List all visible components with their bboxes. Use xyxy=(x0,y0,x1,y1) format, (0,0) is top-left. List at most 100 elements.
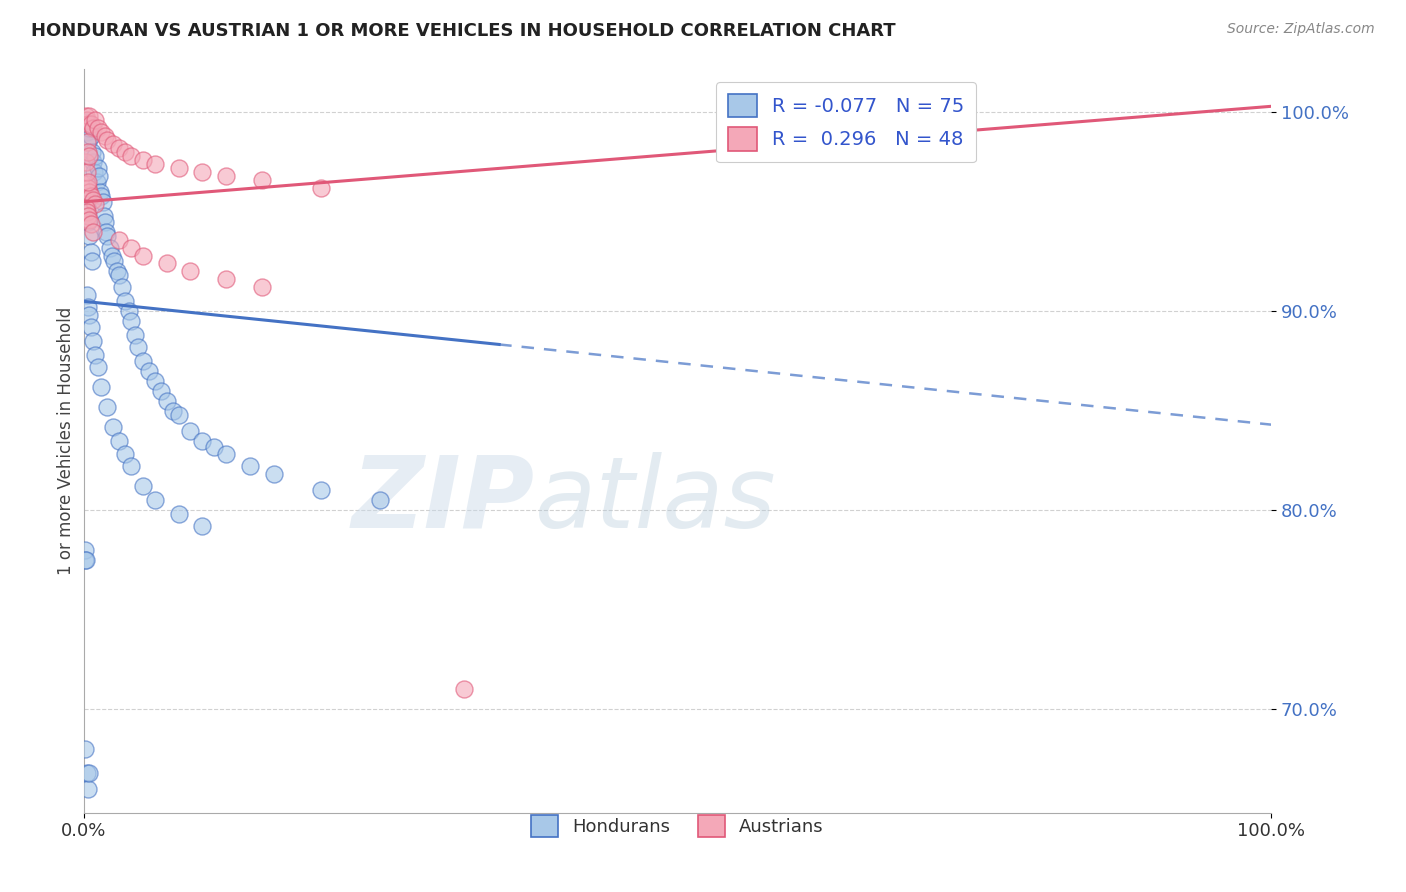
Point xyxy=(75,553,97,567)
Point xyxy=(77,117,100,131)
Point xyxy=(120,241,142,255)
Point xyxy=(75,201,97,215)
Point xyxy=(75,155,97,169)
Point xyxy=(114,145,136,159)
Point xyxy=(77,145,100,159)
Point xyxy=(79,129,101,144)
Point xyxy=(90,380,112,394)
Point xyxy=(263,467,285,482)
Text: atlas: atlas xyxy=(534,451,776,549)
Point xyxy=(167,408,190,422)
Point xyxy=(149,384,172,398)
Point xyxy=(132,354,155,368)
Point xyxy=(75,115,97,129)
Point xyxy=(91,194,114,209)
Point xyxy=(167,507,190,521)
Point xyxy=(82,193,104,207)
Point xyxy=(79,189,101,203)
Point xyxy=(94,215,117,229)
Point xyxy=(82,225,104,239)
Point xyxy=(191,434,214,448)
Point xyxy=(120,314,142,328)
Point xyxy=(96,400,118,414)
Point xyxy=(103,254,125,268)
Point xyxy=(79,117,101,131)
Point xyxy=(215,447,238,461)
Point xyxy=(108,233,131,247)
Point xyxy=(73,553,96,567)
Text: ZIP: ZIP xyxy=(352,451,534,549)
Point xyxy=(79,244,101,259)
Point xyxy=(82,121,104,136)
Point xyxy=(96,228,118,243)
Point xyxy=(117,304,139,318)
Point xyxy=(120,149,142,163)
Point xyxy=(93,209,115,223)
Point xyxy=(143,493,166,508)
Point xyxy=(124,328,146,343)
Point xyxy=(76,765,98,780)
Point xyxy=(79,149,101,163)
Point xyxy=(108,434,131,448)
Point xyxy=(215,169,238,183)
Point xyxy=(87,161,110,175)
Point xyxy=(191,165,214,179)
Legend: Hondurans, Austrians: Hondurans, Austrians xyxy=(523,808,831,845)
Point xyxy=(76,177,98,191)
Point xyxy=(114,294,136,309)
Point xyxy=(103,137,125,152)
Point xyxy=(309,483,332,498)
Point xyxy=(143,157,166,171)
Point xyxy=(138,364,160,378)
Point xyxy=(103,419,125,434)
Point xyxy=(77,300,100,314)
Point xyxy=(77,181,100,195)
Point xyxy=(77,215,100,229)
Point xyxy=(239,459,262,474)
Point xyxy=(132,153,155,167)
Point xyxy=(79,212,101,227)
Point xyxy=(453,682,475,697)
Point xyxy=(94,225,117,239)
Point xyxy=(76,135,98,149)
Point xyxy=(132,479,155,493)
Point xyxy=(84,196,107,211)
Point xyxy=(90,189,112,203)
Point xyxy=(77,209,100,223)
Point xyxy=(94,129,117,144)
Point xyxy=(191,519,214,533)
Point xyxy=(108,268,131,283)
Point xyxy=(77,135,100,149)
Point xyxy=(73,543,96,558)
Point xyxy=(80,145,103,159)
Point xyxy=(96,133,118,147)
Point xyxy=(114,447,136,461)
Point xyxy=(250,173,273,187)
Point xyxy=(87,169,110,183)
Text: Source: ZipAtlas.com: Source: ZipAtlas.com xyxy=(1227,22,1375,37)
Point xyxy=(79,765,101,780)
Point xyxy=(101,248,124,262)
Point xyxy=(83,165,105,179)
Point xyxy=(73,742,96,756)
Point xyxy=(84,348,107,362)
Point xyxy=(84,149,107,163)
Point xyxy=(79,320,101,334)
Point xyxy=(120,459,142,474)
Point xyxy=(82,155,104,169)
Point xyxy=(202,440,225,454)
Point xyxy=(79,217,101,231)
Point xyxy=(76,165,98,179)
Point xyxy=(250,280,273,294)
Point xyxy=(132,248,155,262)
Point xyxy=(77,175,100,189)
Point xyxy=(143,374,166,388)
Point xyxy=(87,121,110,136)
Point xyxy=(76,201,98,215)
Point xyxy=(75,189,97,203)
Point xyxy=(98,241,121,255)
Point xyxy=(86,175,108,189)
Point xyxy=(108,141,131,155)
Point xyxy=(76,125,98,139)
Point xyxy=(80,254,103,268)
